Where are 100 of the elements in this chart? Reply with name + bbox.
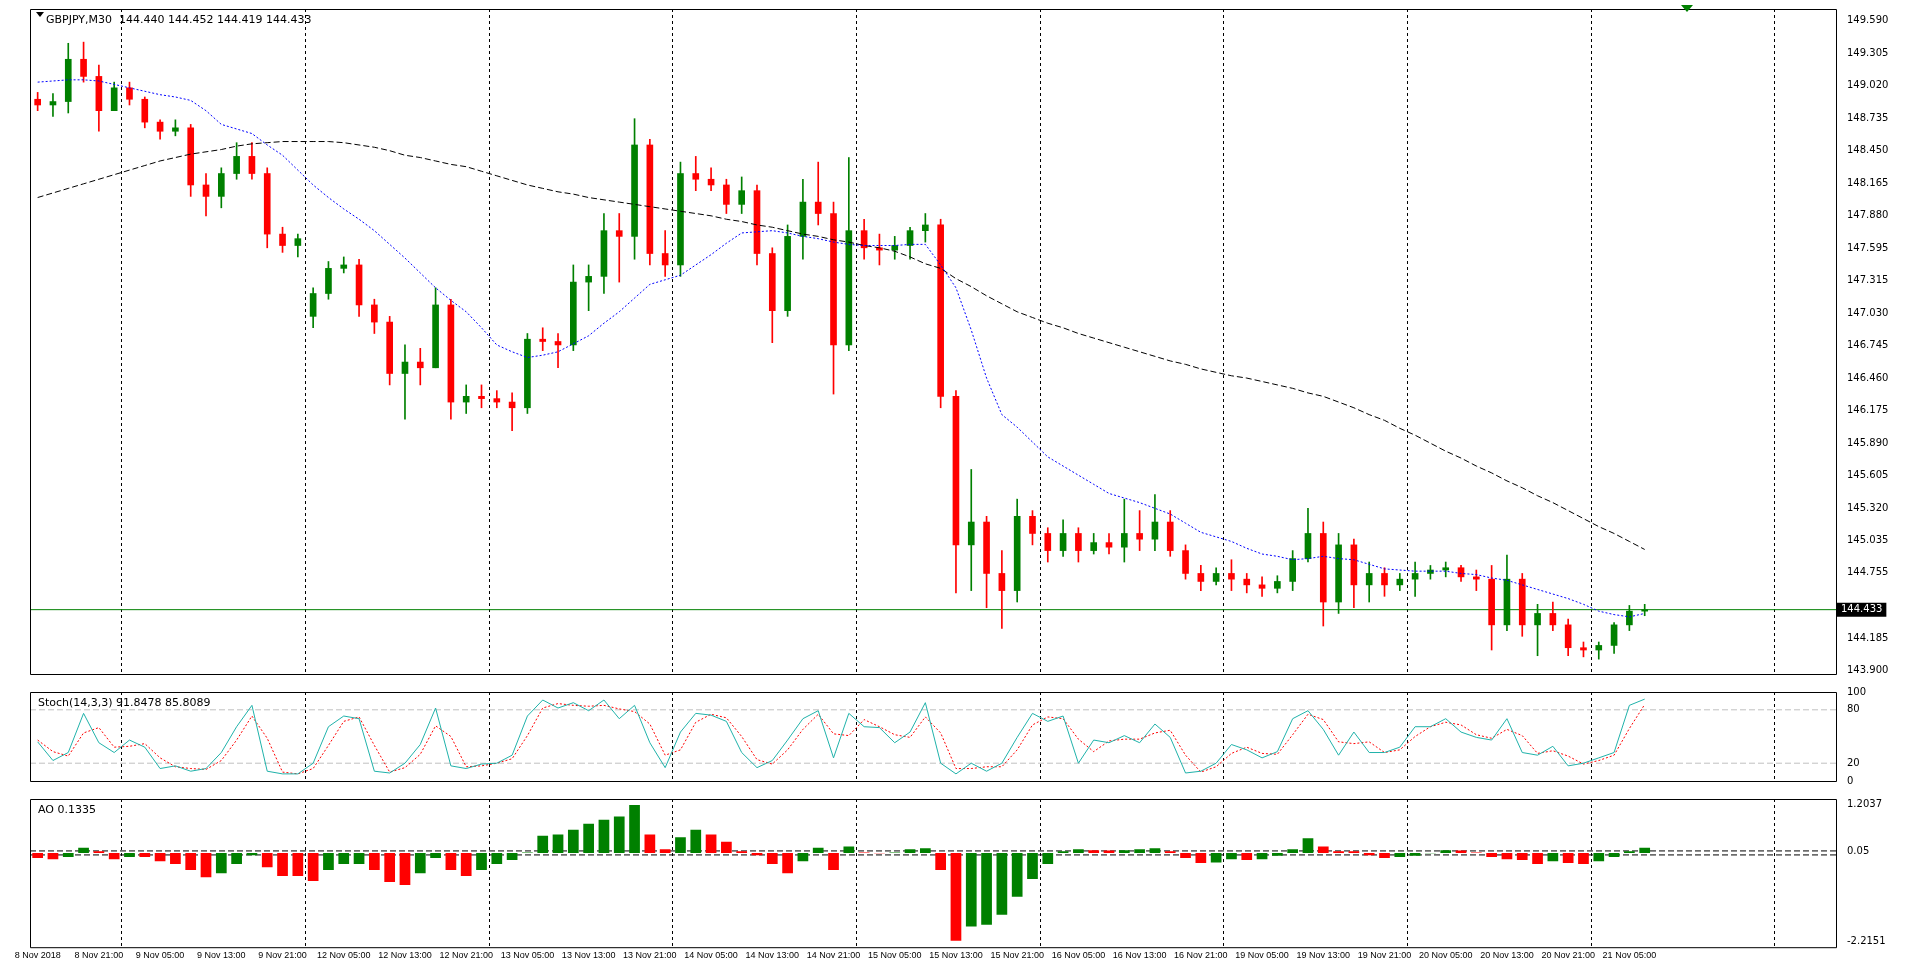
bar (629, 804, 640, 853)
chart-title: Stoch(14,3,3) 91.8478 85.8089 (38, 695, 211, 709)
bar (506, 852, 518, 861)
bar (170, 852, 181, 865)
bar (1578, 852, 1589, 865)
bar (766, 852, 778, 865)
x-tick-label: 16 Nov 21:00 (1174, 950, 1228, 961)
bar (1440, 850, 1452, 853)
bar (353, 852, 365, 865)
bar (1272, 852, 1283, 856)
bar (613, 816, 625, 853)
bar (1180, 852, 1191, 859)
y-tick-label: 147.880 (1847, 209, 1889, 221)
x-tick-label: 14 Nov 13:00 (745, 950, 800, 961)
y-tick-label: 145.890 (1847, 436, 1889, 448)
x-tick-label: 8 Nov 2018 (14, 950, 61, 961)
x-tick-label: 9 Nov 13:00 (197, 950, 246, 961)
y-tick-label: -2.2151 (1847, 935, 1886, 947)
bar (445, 852, 457, 871)
bar (1042, 852, 1054, 865)
bar (1547, 852, 1559, 862)
bar (1011, 852, 1023, 897)
ref-line-label: 144.433 (1841, 603, 1883, 615)
y-tick-label: 148.450 (1847, 144, 1889, 156)
bar (1394, 852, 1406, 857)
x-tick-label: 13 Nov 05:00 (500, 950, 555, 961)
bar (721, 841, 732, 853)
bar (124, 852, 135, 857)
bar (1379, 852, 1390, 859)
y-tick-label: 100 (1847, 685, 1867, 697)
bar (812, 847, 824, 853)
x-tick-label: 9 Nov 05:00 (135, 950, 185, 961)
bar (1118, 850, 1130, 853)
y-tick-label: 148.165 (1847, 176, 1889, 188)
bar (338, 852, 350, 865)
bar (1317, 846, 1329, 853)
bar (1226, 852, 1237, 860)
y-tick-label: 147.595 (1847, 241, 1889, 253)
x-tick-label: 12 Nov 21:00 (439, 950, 493, 961)
bar (1562, 852, 1574, 863)
bar (139, 852, 151, 857)
bar (919, 848, 931, 853)
bar (1027, 852, 1038, 879)
bar (78, 847, 89, 853)
bar (384, 852, 396, 883)
bar (537, 835, 549, 853)
bar (705, 834, 717, 853)
bar (981, 852, 992, 925)
bar (1241, 852, 1253, 861)
bar (644, 834, 656, 853)
bar (414, 852, 426, 874)
x-tick-label: 9 Nov 21:00 (258, 950, 307, 961)
x-tick-label: 16 Nov 13:00 (1112, 950, 1167, 961)
x-tick-label: 19 Nov 13:00 (1296, 950, 1351, 961)
x-tick-label: 12 Nov 05:00 (316, 950, 371, 961)
x-tick-label: 14 Nov 05:00 (684, 950, 738, 961)
x-tick-label: 20 Nov 05:00 (1418, 950, 1473, 961)
x-tick-label: 15 Nov 05:00 (867, 950, 922, 961)
y-tick-label: 149.020 (1847, 79, 1889, 91)
bar (476, 852, 487, 871)
y-tick-label: 80 (1847, 703, 1860, 715)
bar (904, 849, 916, 853)
y-tick-label: 145.320 (1847, 501, 1889, 513)
bar (108, 852, 120, 860)
bar (1593, 852, 1605, 862)
bar (1532, 852, 1543, 865)
bar (430, 852, 441, 859)
bar (460, 852, 472, 877)
y-tick-label: 147.030 (1847, 306, 1889, 318)
x-tick-label: 16 Nov 05:00 (1051, 950, 1106, 961)
bar (1149, 848, 1161, 853)
y-tick-label: 144.755 (1847, 566, 1889, 578)
bar (1608, 852, 1620, 857)
y-tick-label: 146.460 (1847, 371, 1889, 383)
bar (1088, 850, 1100, 853)
bar (1409, 852, 1421, 856)
bar (583, 823, 594, 853)
x-tick-label: 15 Nov 13:00 (929, 950, 983, 961)
bar (200, 852, 212, 878)
bar (598, 819, 610, 853)
y-tick-label: 0.05 (1847, 844, 1870, 856)
x-tick-label: 21 Nov 05:00 (1602, 950, 1657, 961)
bar (782, 852, 793, 874)
bar (369, 852, 380, 871)
bar (62, 852, 74, 857)
y-tick-label: 1.2037 (1847, 798, 1882, 810)
x-tick-label: 12 Nov 13:00 (378, 950, 432, 961)
bar (399, 852, 411, 885)
bar (1486, 852, 1497, 857)
bar (659, 849, 671, 853)
y-tick-label: 149.305 (1847, 46, 1889, 58)
bar (1134, 849, 1145, 853)
y-tick-label: 148.735 (1847, 111, 1889, 123)
y-tick-label: 20 (1847, 756, 1860, 768)
bar (491, 852, 503, 865)
bar (261, 852, 273, 868)
bar (1287, 849, 1299, 853)
bar (323, 852, 334, 871)
bar (292, 852, 304, 877)
y-tick-label: 144.185 (1847, 631, 1889, 643)
